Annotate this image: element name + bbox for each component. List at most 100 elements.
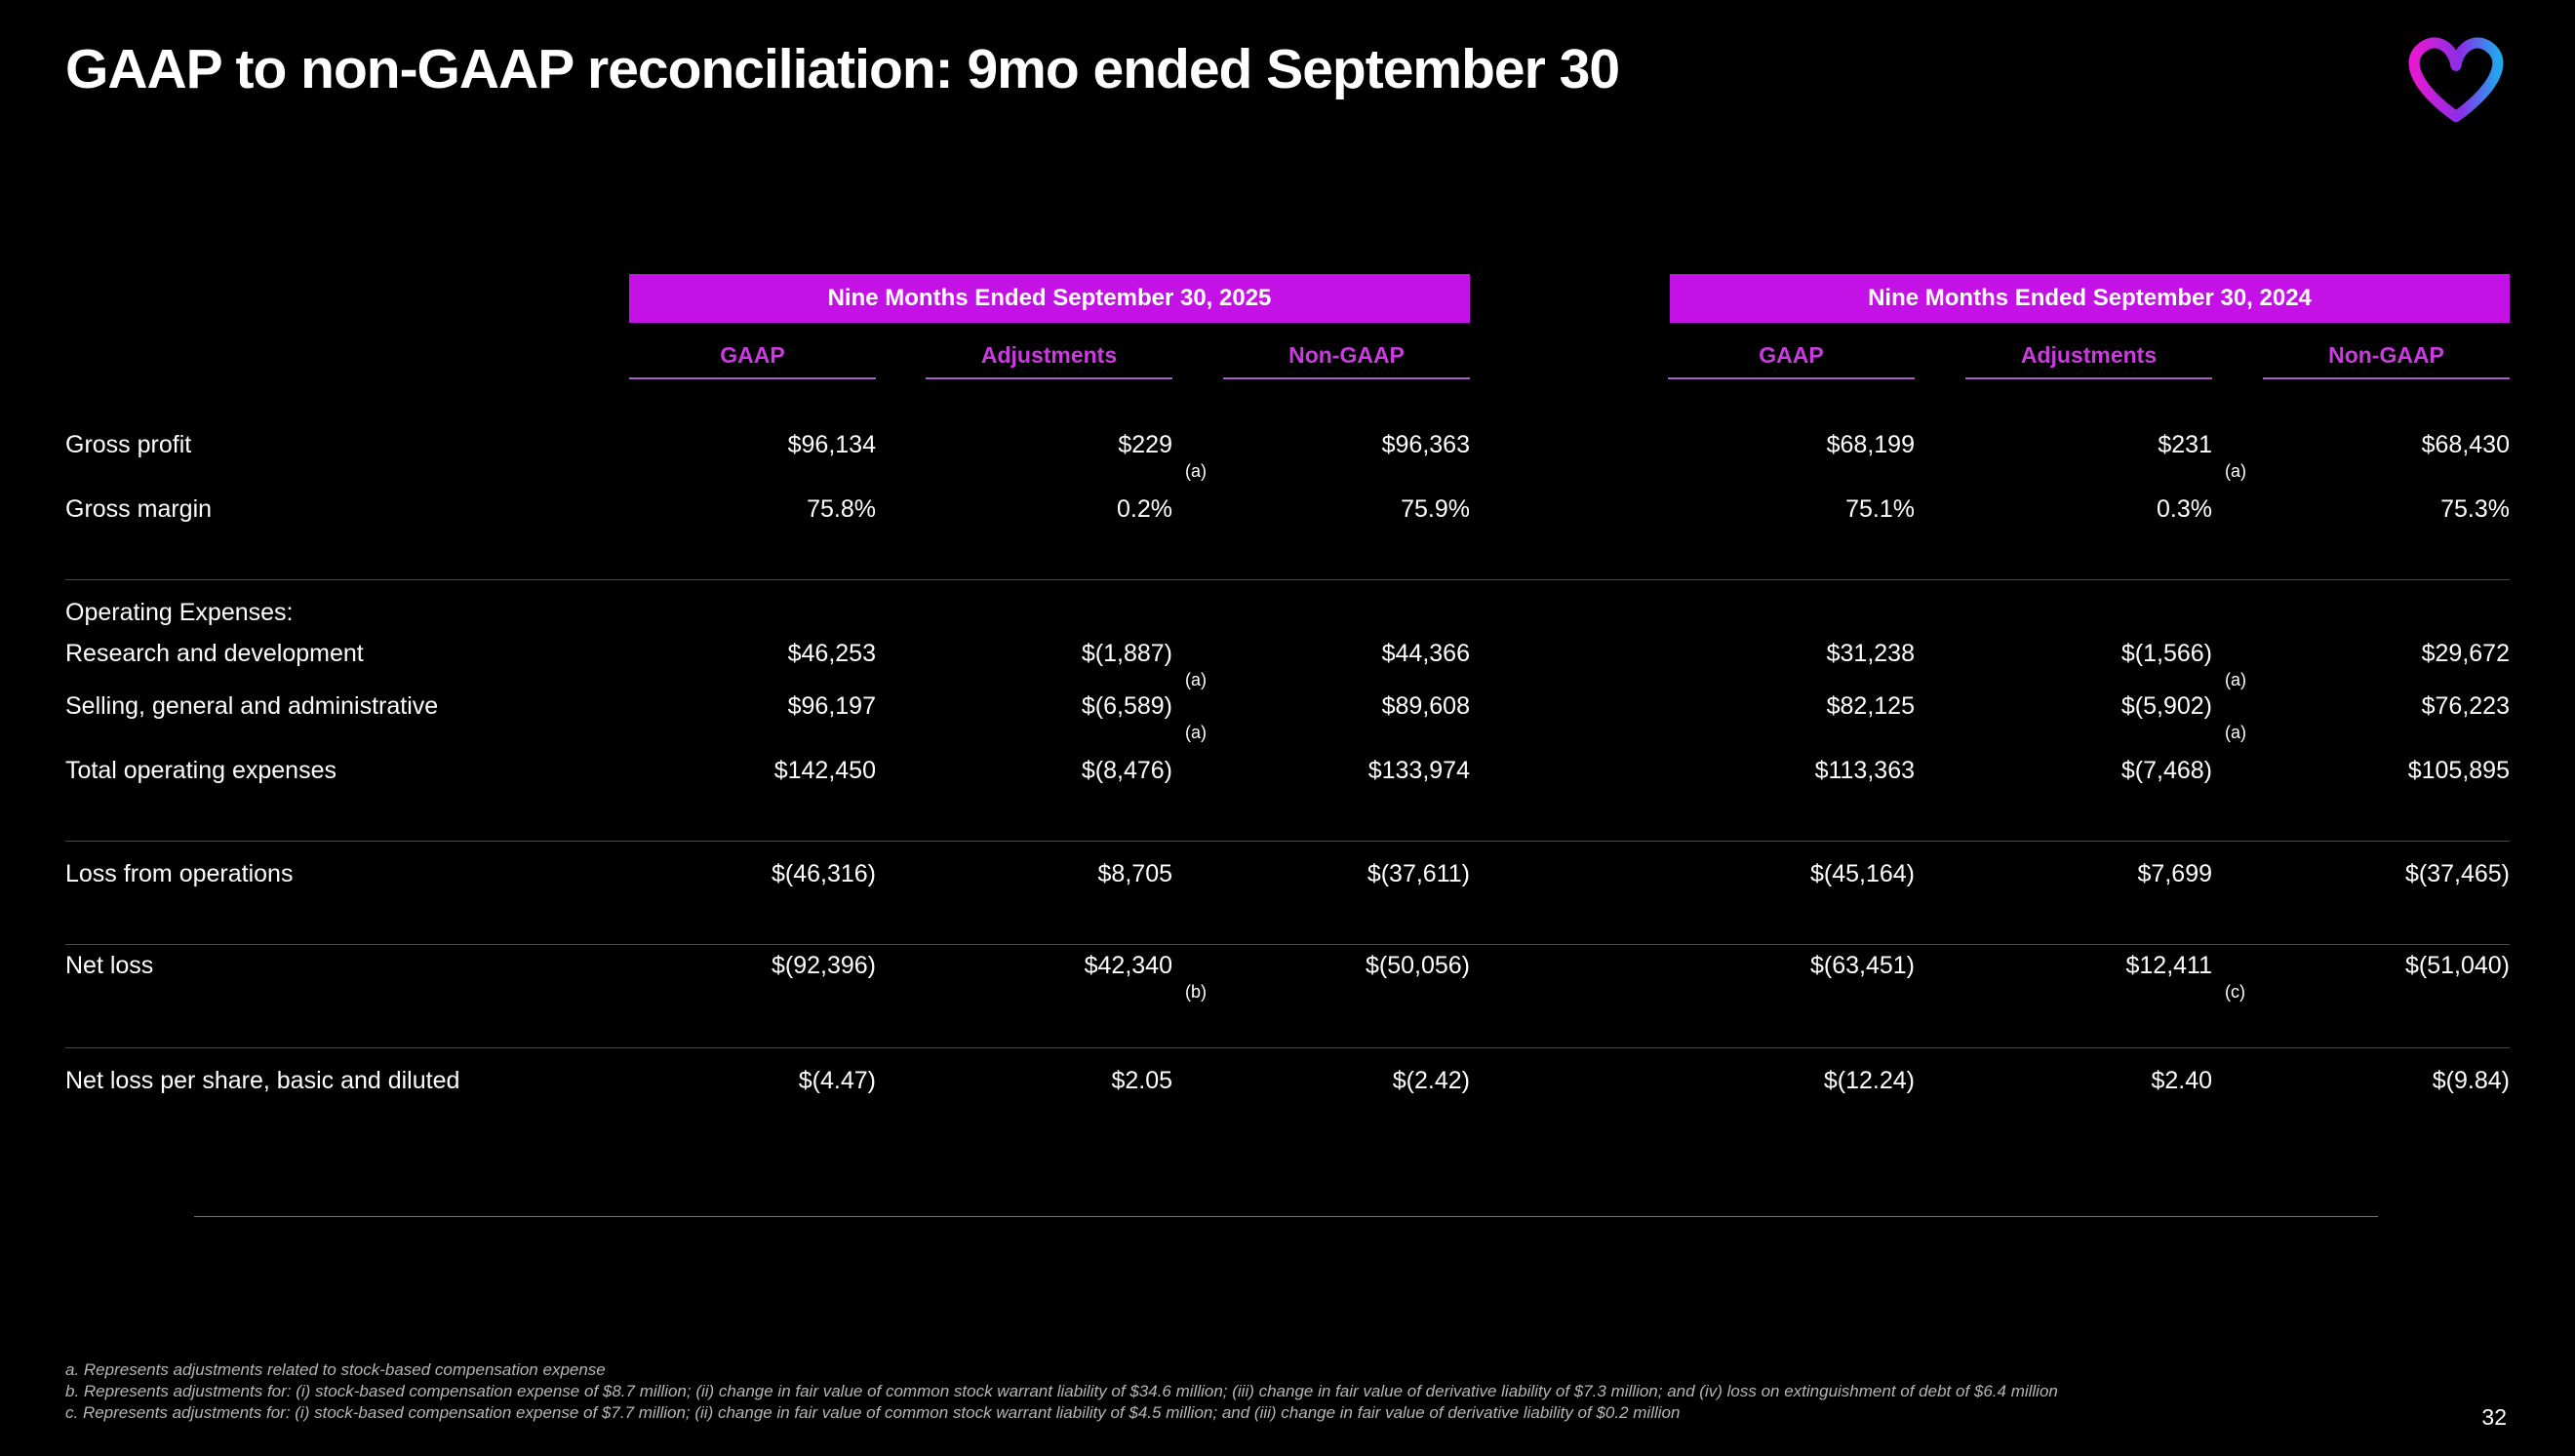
cell-value: 75.9% (1401, 494, 1470, 523)
cell-value: $12,411 (2125, 952, 2212, 979)
cell-value: $(92,396) (771, 952, 876, 979)
row-label: Net loss (65, 952, 154, 979)
cell-value: $44,366 (1381, 640, 1470, 667)
cell-value: 0.2% (1117, 494, 1172, 523)
cell-value: $42,340 (1084, 952, 1172, 979)
row-label: Net loss per share, basic and diluted (65, 1066, 460, 1094)
row-label: Total operating expenses (65, 756, 337, 784)
slide-header: GAAP to non-GAAP reconciliation: 9mo end… (0, 0, 2575, 101)
footnote-ref: (c) (2225, 982, 2245, 1002)
table-row: Selling, general and administrative $96,1… (65, 691, 2510, 744)
period-banner-cell-2024: Nine Months Ended September 30, 2024 (1470, 274, 2510, 323)
cell-value: 75.8% (807, 494, 876, 523)
table-row: Net loss per share, basic and diluted $(4… (65, 1054, 2510, 1107)
column-header: Adjustments (1965, 342, 2212, 379)
cell-value: $(37,465) (2404, 859, 2510, 887)
cell-value: $(46,316) (771, 859, 876, 887)
cell-value: $2.40 (2151, 1066, 2212, 1094)
column-header: GAAP (629, 342, 876, 379)
footnote-line: c. Represents adjustments for: (i) stock… (65, 1403, 1681, 1422)
table-row: Research and development $46,253 $(1,887) $… (65, 639, 2510, 691)
row-label: Operating Expenses: (65, 598, 294, 626)
footnote-ref: (b) (1185, 982, 1207, 1002)
period-banner-2025: Nine Months Ended September 30, 2025 (629, 274, 1470, 323)
footnote-ref: (a) (2225, 461, 2246, 481)
cell-value: $229 (1118, 431, 1172, 458)
section-divider (65, 944, 2510, 945)
cell-value: $31,238 (1826, 640, 1915, 667)
footnote-ref: (a) (2225, 670, 2246, 689)
column-header: Non-GAAP (1223, 342, 1470, 379)
footnote-line: a. Represents adjustments related to sto… (65, 1360, 606, 1379)
period-banner-row: Nine Months Ended September 30, 2025 Nine… (65, 274, 2510, 323)
footnote-ref: (a) (1185, 461, 1207, 481)
cell-value: $(63,451) (1809, 952, 1915, 979)
cell-value: $142,450 (773, 756, 876, 784)
cell-value: $(6,589) (1081, 692, 1172, 720)
table-row: Net loss $(92,396) $42,340 $(50,056) $(63,45… (65, 951, 2510, 1003)
row-label: Research and development (65, 640, 364, 667)
heart-loop-logo-icon (2408, 37, 2504, 123)
row-label: Gross margin (65, 494, 213, 523)
cell-value: $7,699 (2137, 859, 2212, 887)
table-row: Gross margin 75.8% 0.2% 75.9% 75.1% 0.3% 75.3% (65, 483, 2510, 535)
period-banner-2024: Nine Months Ended September 30, 2024 (1670, 274, 2510, 323)
cell-value: $231 (2158, 431, 2212, 458)
cell-value: $(51,040) (2404, 952, 2510, 979)
cell-value: $89,608 (1381, 692, 1470, 720)
row-label: Loss from operations (65, 859, 294, 887)
cell-value: $96,363 (1381, 431, 1470, 458)
column-header-row: GAAP Adjustments Non-GAAP GAAP Adjustments No… (65, 331, 2510, 379)
cell-value: $(37,611) (1367, 859, 1470, 887)
cell-value: $68,199 (1826, 431, 1915, 458)
table-row: Gross profit $96,134 $229 $96,363 $68,199 $23… (65, 430, 2510, 483)
cell-value: $133,974 (1367, 756, 1470, 784)
page-number: 32 (2481, 1404, 2507, 1430)
section-divider (65, 579, 2510, 580)
cell-value: $2.05 (1111, 1066, 1172, 1094)
cell-value: $(50,056) (1365, 952, 1470, 979)
cell-value: $(4.47) (798, 1066, 876, 1094)
cell-value: $29,672 (2421, 640, 2510, 667)
table-row: Total operating expenses $142,450 $(8,476)… (65, 744, 2510, 797)
table-row: Loss from operations $(46,316) $8,705 $(37,… (65, 847, 2510, 900)
column-header: Adjustments (926, 342, 1172, 379)
cell-value: $96,134 (787, 431, 876, 458)
row-label: Selling, general and administrative (65, 692, 439, 720)
cell-value: $(5,902) (2120, 692, 2212, 720)
cell-value: 75.3% (2440, 494, 2510, 523)
cell-value: $(8,476) (1081, 756, 1172, 784)
cell-value: $(1,887) (1081, 640, 1172, 667)
section-divider (65, 841, 2510, 842)
cell-value: $8,705 (1097, 859, 1172, 887)
cell-value: $82,125 (1826, 692, 1915, 720)
footnote-ref: (a) (2225, 723, 2246, 742)
cell-value: 75.1% (1845, 494, 1915, 523)
section-divider (65, 1047, 2510, 1048)
cell-value: $113,363 (1814, 756, 1915, 784)
cell-value: $(2.42) (1392, 1066, 1470, 1094)
cell-value: $(1,566) (2120, 640, 2212, 667)
row-label: Gross profit (65, 431, 192, 458)
cell-value: $96,197 (787, 692, 876, 720)
column-header: Non-GAAP (2263, 342, 2510, 379)
page-title: GAAP to non-GAAP reconciliation: 9mo end… (65, 38, 1620, 100)
section-row: Operating Expenses: (65, 586, 2510, 639)
footnote-line: b. Represents adjustments for: (i) stock… (65, 1382, 2058, 1400)
period-banner-cell-2025: Nine Months Ended September 30, 2025 (583, 274, 1470, 323)
cell-value: $(9.84) (2432, 1066, 2510, 1094)
divider-line (194, 1216, 2378, 1217)
footnote-ref: (a) (1185, 723, 1207, 742)
reconciliation-table: Nine Months Ended September 30, 2025 Nine… (65, 274, 2510, 1107)
cell-value: $46,253 (787, 640, 876, 667)
column-header: GAAP (1668, 342, 1915, 379)
cell-value: $68,430 (2421, 431, 2510, 458)
company-logo (2394, 20, 2518, 129)
cell-value: $(45,164) (1809, 859, 1915, 887)
cell-value: 0.3% (2157, 494, 2212, 523)
footnotes: a. Represents adjustments related to sto… (65, 1359, 2510, 1424)
footnote-ref: (a) (1185, 670, 1207, 689)
cell-value: $(7,468) (2120, 756, 2212, 784)
cell-value: $(12.24) (1823, 1066, 1915, 1094)
